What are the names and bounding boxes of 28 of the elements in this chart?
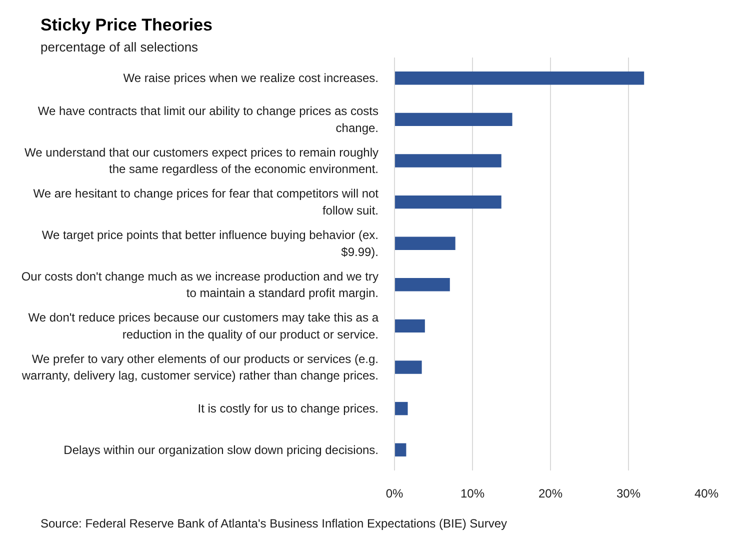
source-note: Source: Federal Reserve Bank of Atlanta's Business Inflation Expectations (BIE) Survey xyxy=(40,516,508,530)
bar xyxy=(394,443,406,456)
bar xyxy=(394,195,502,209)
x-tick-label: 30% xyxy=(616,486,641,500)
x-tick-label: 10% xyxy=(460,486,485,500)
y-tick-label: We don't reduce prices because our customers may take this as a reduction in the quality of our product or service. xyxy=(28,310,379,342)
bar xyxy=(394,236,456,250)
y-tick-label: We are hesitant to change prices for fear that competitors will not follow suit. xyxy=(33,186,380,218)
y-tick-label: Our costs don't change much as we increase production and we try to maintain a standard profit margin. xyxy=(21,269,379,300)
y-tick-label: We prefer to vary other elements of our products or services (e.g. warranty, delivery lag, customer service) rather than change prices. xyxy=(20,352,379,383)
text: Sticky Price Theories xyxy=(40,16,212,34)
bar xyxy=(394,112,512,126)
bar xyxy=(394,402,408,416)
bar xyxy=(394,154,502,168)
x-tick-label: 0% xyxy=(386,486,404,500)
x-tick-label: 20% xyxy=(538,486,563,500)
y-tick-label: We raise prices when we realize cost increases. xyxy=(123,71,378,86)
text: percentage of all selections xyxy=(40,40,199,54)
bar xyxy=(394,278,450,292)
y-tick-label: We understand that our customers expect prices to remain roughly the same regardless of the economic environment. xyxy=(24,145,379,176)
y-tick-label: Delays within our organization slow down pricing decisions. xyxy=(64,442,379,457)
y-tick-label: It is costly for us to change prices. xyxy=(198,402,379,416)
y-tick-label: We target price points that better influence buying behavior (ex. $9.99). xyxy=(42,228,378,259)
bar xyxy=(394,319,425,333)
bar xyxy=(394,72,644,85)
bar xyxy=(394,360,422,374)
x-tick-label: 40% xyxy=(694,486,719,500)
y-tick-label: We have contracts that limit our ability to change prices as costs change. xyxy=(38,104,379,135)
